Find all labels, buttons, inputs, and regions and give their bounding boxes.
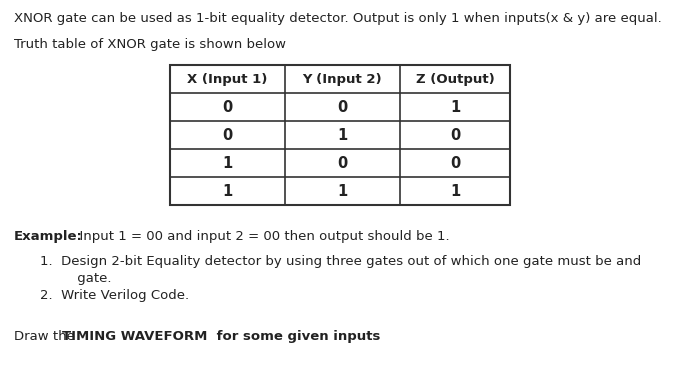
Text: 2.  Write Verilog Code.: 2. Write Verilog Code.	[40, 289, 189, 302]
Text: X (Input 1): X (Input 1)	[187, 73, 268, 85]
Text: 1: 1	[338, 128, 348, 142]
Text: 1: 1	[222, 155, 233, 171]
Bar	[170, 65, 510, 205]
Text: 1.  Design 2-bit Equality detector by using three gates out of which one gate mu: 1. Design 2-bit Equality detector by usi…	[40, 255, 641, 268]
Text: XNOR gate can be used as 1-bit equality detector. Output is only 1 when inputs(x: XNOR gate can be used as 1-bit equality …	[14, 12, 662, 25]
Text: Draw the: Draw the	[14, 330, 79, 343]
Text: Truth table of XNOR gate is shown below: Truth table of XNOR gate is shown below	[14, 38, 286, 51]
Text: 0: 0	[450, 155, 460, 171]
Text: TIMING WAVEFORM  for some given inputs: TIMING WAVEFORM for some given inputs	[62, 330, 380, 343]
Text: 0: 0	[222, 100, 233, 114]
Text: 0: 0	[450, 128, 460, 142]
Text: 1: 1	[450, 184, 460, 198]
Text: 0: 0	[338, 155, 348, 171]
Text: 1: 1	[222, 184, 233, 198]
Text: Z (Output): Z (Output)	[416, 73, 494, 85]
Text: 1: 1	[338, 184, 348, 198]
Text: Example:: Example:	[14, 230, 83, 243]
Text: 0: 0	[338, 100, 348, 114]
Text: gate.: gate.	[56, 272, 111, 285]
Text: 1: 1	[450, 100, 460, 114]
Text: Y (Input 2): Y (Input 2)	[302, 73, 382, 85]
Text: 0: 0	[222, 128, 233, 142]
Text: Input 1 = 00 and input 2 = 00 then output should be 1.: Input 1 = 00 and input 2 = 00 then outpu…	[71, 230, 450, 243]
